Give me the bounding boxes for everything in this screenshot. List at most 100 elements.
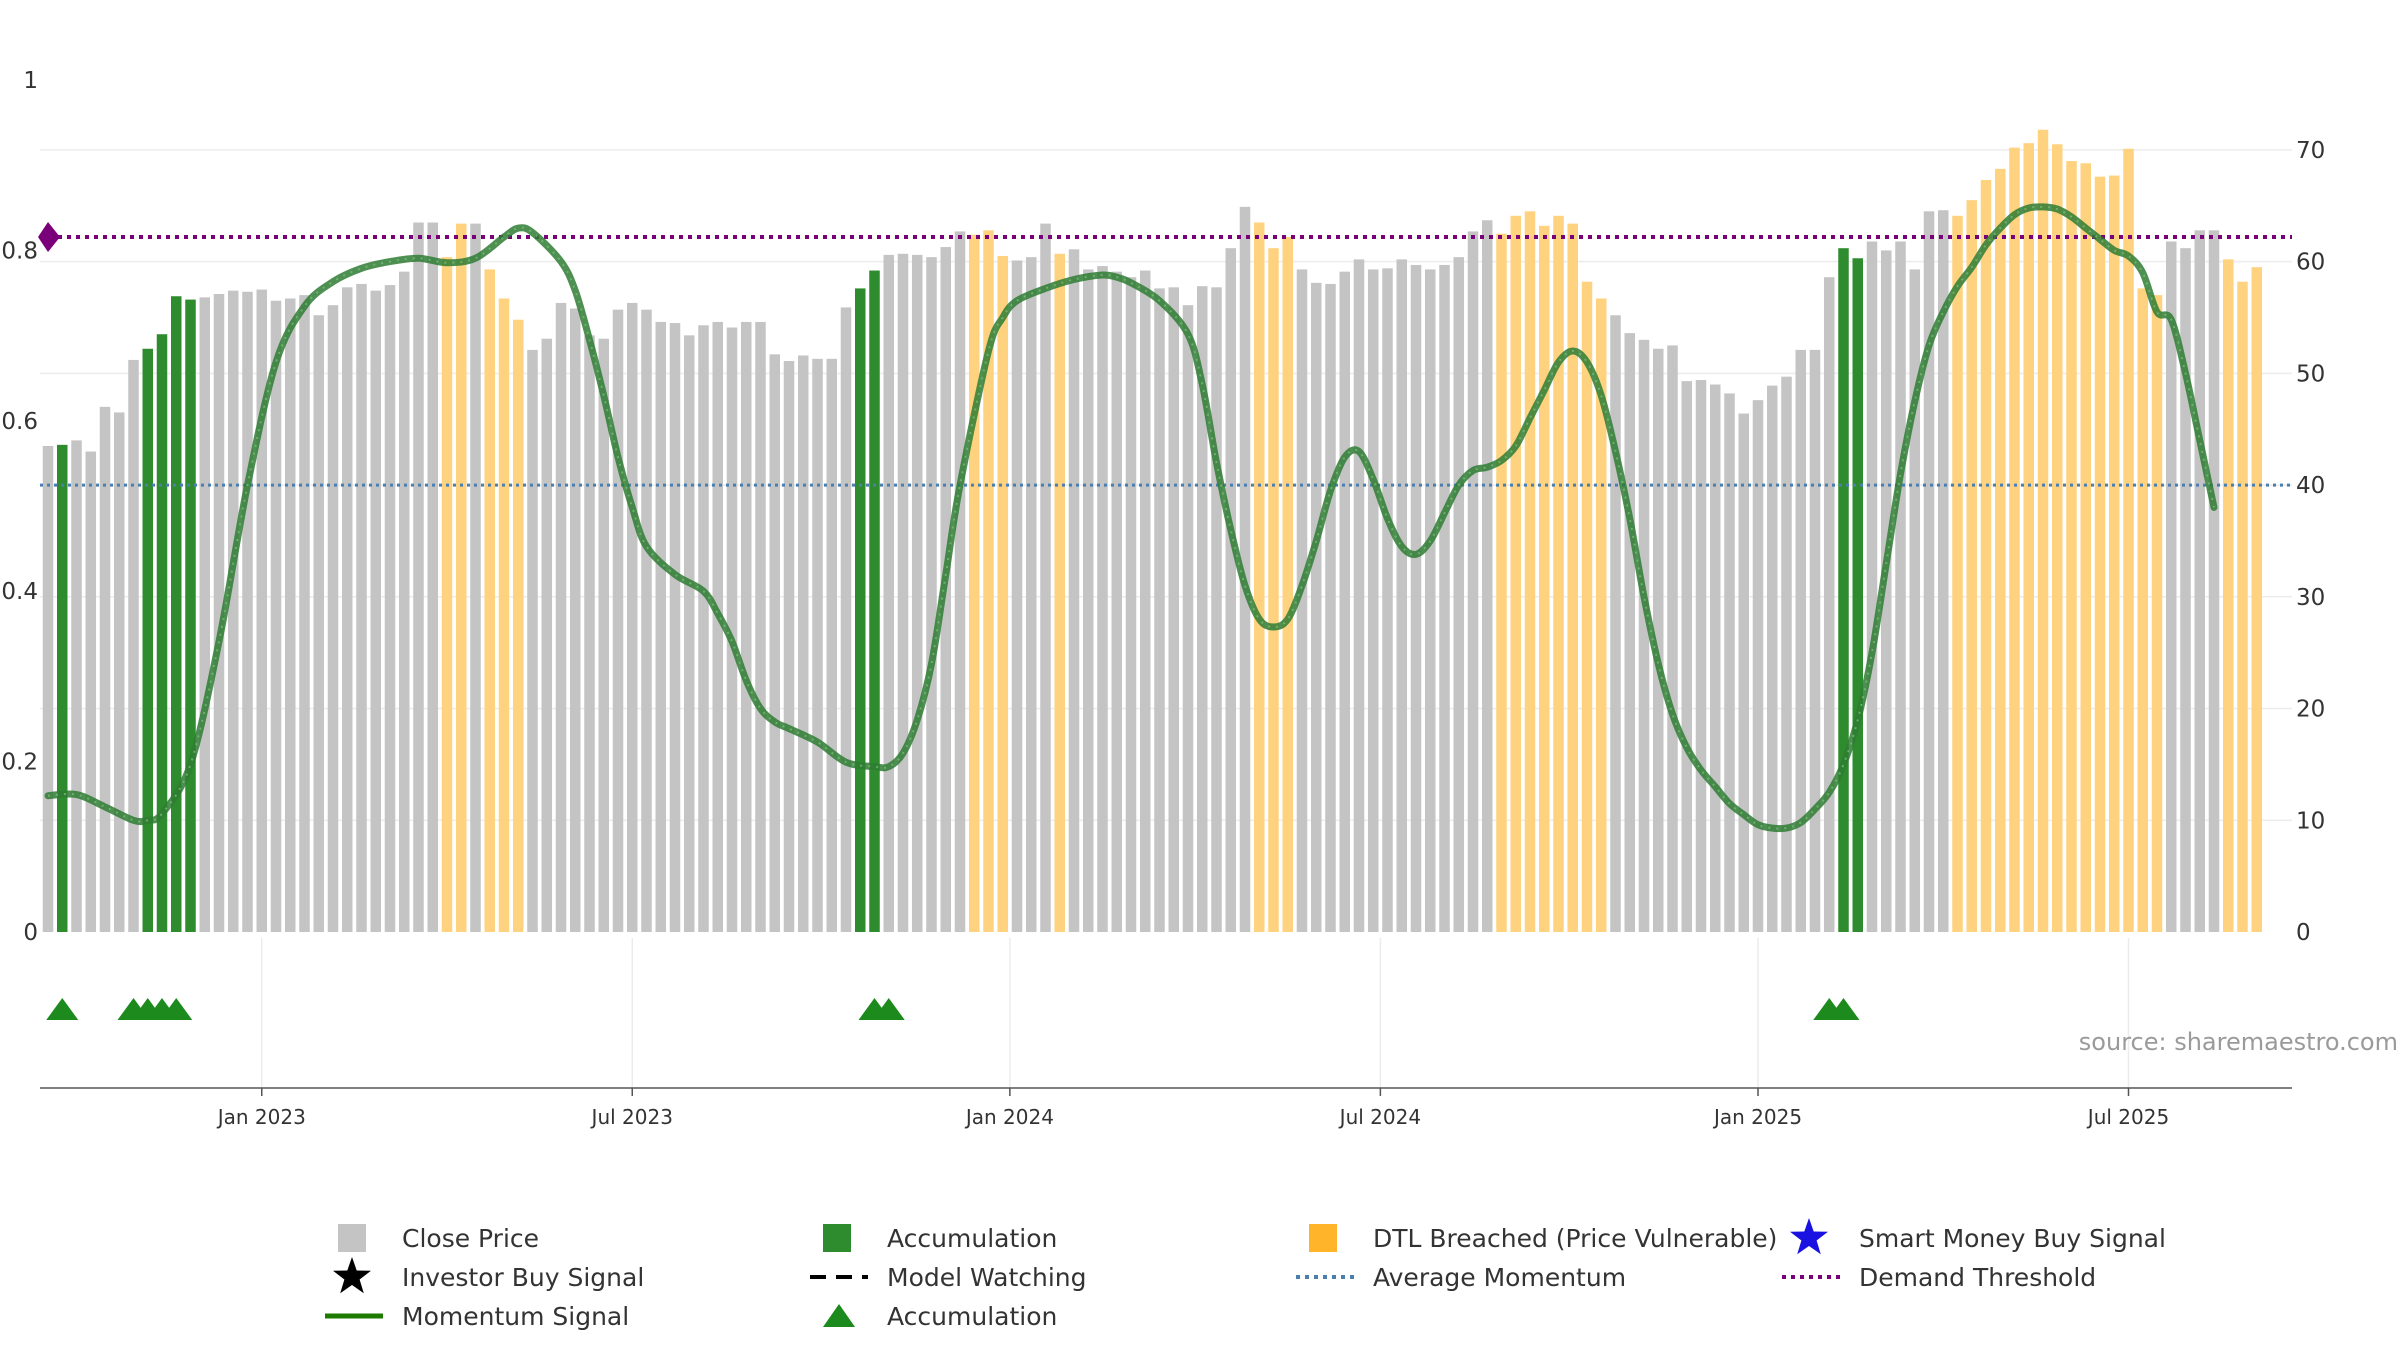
legend-label: Accumulation [887,1224,1057,1253]
legend-label: Investor Buy Signal [402,1263,644,1292]
close-price-bar [285,298,296,932]
close-price-bar [1140,270,1151,932]
dtl-breached-bar [2080,163,2091,933]
dtl-breached-bar [1553,215,1564,933]
right-axis-tick-label: 50 [2296,361,2325,387]
dtl-breached-bar [456,223,467,933]
dtl-breached-bar [1496,233,1507,932]
close-price-bar [1311,282,1322,932]
close-price-bar [1111,271,1122,932]
x-axis-tick-label: Jul 2023 [590,1105,673,1129]
close-price-bar [1083,269,1094,932]
smart-money-star-icon [1790,1218,1828,1255]
close-price-bar [299,295,310,932]
close-price-bar [1453,257,1464,932]
close-price-legend-icon [338,1224,366,1252]
close-price-bar [755,321,766,932]
accumulation-bar [855,288,866,932]
close-price-bar [926,257,937,932]
close-price-bar [256,289,267,932]
close-price-bar [1923,211,1935,932]
left-axis-tick-label: 0.2 [1,750,38,776]
close-price-bar [1011,260,1023,932]
close-price-bar [726,327,738,932]
close-price-bar [1667,345,1678,932]
legend-item: Model Watching [810,1263,1087,1292]
close-price-bar [370,290,381,933]
close-price-bar [1439,264,1450,932]
dtl-breached-bar [1539,225,1550,932]
close-price-bar [627,302,638,932]
close-price-bar [242,291,253,932]
close-price-bar [1724,393,1735,933]
accumulation-bar [156,334,168,932]
right-axis-tick-label: 10 [2296,808,2325,834]
legend-item: Close Price [338,1224,539,1253]
accumulation-bar [1838,248,1849,932]
legend-label: Close Price [402,1224,539,1253]
legend-label: Model Watching [887,1263,1087,1292]
close-price-bar [270,300,282,932]
close-price-bar [85,451,96,932]
close-price-bar [1154,288,1165,932]
close-price-bar [883,254,894,932]
right-axis-tick-label: 70 [2296,138,2325,164]
dtl-breached-bar [1980,180,1992,932]
dtl-breached-bar [983,230,994,932]
close-price-bar [1368,269,1379,932]
dtl-breached-bar [2223,259,2234,932]
source-label[interactable]: source: sharemaestro.com [2079,1028,2398,1056]
dtl-breached-bar [441,257,453,932]
accumulation-bar [57,444,68,932]
close-price-bar [1197,286,1208,932]
close-price-bar [954,231,966,932]
accumulation-triangle-legend-icon [823,1304,855,1327]
legend-item: Accumulation [823,1302,1057,1331]
legend-label: Momentum Signal [402,1302,629,1331]
close-price-bar [741,321,752,932]
dtl-breached-legend-icon [1309,1224,1337,1252]
close-price-bar [1353,259,1365,932]
dtl-breached-bar [2109,175,2120,933]
accumulation-bar [185,299,196,932]
close-price-bar [798,355,809,932]
close-price-bar [2180,248,2191,932]
legend-label: Demand Threshold [1859,1263,2096,1292]
close-price-bar [327,305,339,932]
close-price-bar [541,338,552,932]
close-price-bar [399,271,410,932]
dtl-breached-bar [1567,223,1578,933]
close-price-bar [1068,249,1080,932]
accumulation-triangle [46,998,79,1020]
close-price-bar [1767,385,1778,932]
close-price-bar [1339,271,1350,932]
dtl-breached-bar [2251,267,2262,933]
right-axis-tick-label: 0 [2296,920,2311,946]
close-price-bar [1225,248,1236,932]
accumulation-bar [171,296,182,933]
dtl-breached-bar [2009,147,2020,932]
close-price-bar [698,325,709,933]
close-price-bar [1909,269,1920,932]
dtl-breached-bar [513,319,524,933]
close-price-bar [1881,250,1892,933]
dtl-breached-bar [1282,237,1293,932]
close-price-bar [812,358,823,933]
close-price-bar [427,222,438,932]
dtl-breached-bar [1995,168,2006,932]
close-price-bar [1396,259,1407,932]
legend-item: Smart Money Buy Signal [1790,1218,2166,1255]
close-price-bar [1182,305,1194,932]
accumulation-triangle [160,998,193,1020]
close-price-bar [527,349,538,932]
close-price-bar [584,335,595,932]
close-price-bar [912,254,923,932]
close-price-bar [1710,384,1721,932]
close-price-bar [1638,339,1650,932]
close-price-bar [1467,231,1479,932]
close-price-bar [114,412,125,932]
close-price-bar [1752,400,1764,933]
signal-panel [46,998,1860,1020]
close-price-bar [128,359,139,933]
close-price-bar [655,321,666,932]
